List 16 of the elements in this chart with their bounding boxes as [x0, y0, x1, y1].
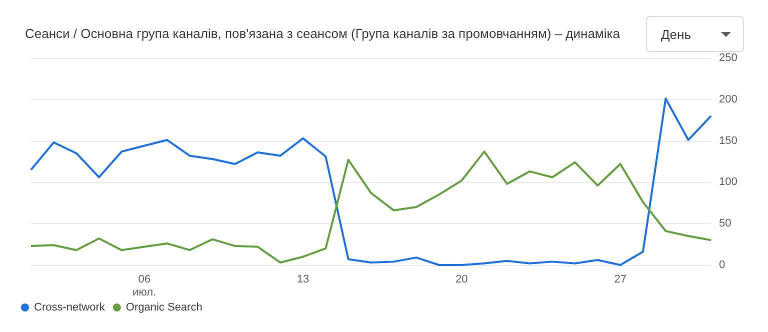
- x-tick-label: 06 июл.: [132, 274, 156, 298]
- y-tick-label: 50: [719, 218, 732, 230]
- line-series: [30, 150, 712, 264]
- chart-title: Сеанси / Основна група каналів, пов'язана з сеансом (Група каналів за промовчанням) – динаміка: [25, 26, 621, 41]
- line-series: [30, 98, 712, 266]
- dropdown-field: День: [646, 16, 744, 52]
- y-tick-label: 100: [719, 176, 738, 188]
- y-tick-label: 200: [719, 93, 738, 106]
- legend-label: Organic Search: [126, 302, 202, 314]
- x-tick-label: 27: [614, 274, 626, 286]
- x-tick-label: 20: [456, 274, 468, 286]
- legend-label: Cross-network: [34, 302, 106, 314]
- y-tick-label: 250: [719, 52, 738, 64]
- y-tick-label: 0: [719, 259, 726, 271]
- y-tick-label: 150: [719, 134, 738, 147]
- x-tick-label: 13: [296, 274, 310, 286]
